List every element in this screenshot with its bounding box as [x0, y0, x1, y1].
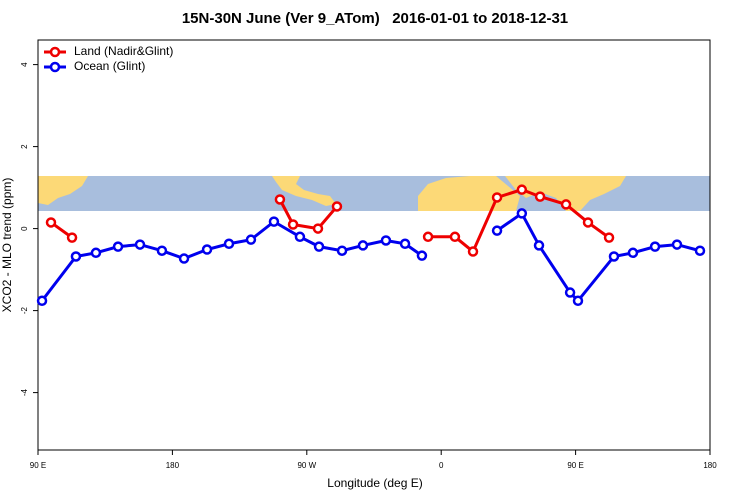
y-tick-label: 2 [20, 144, 29, 149]
y-tick-label: 4 [20, 62, 29, 67]
data-point [422, 231, 434, 243]
plot-box [37, 39, 711, 451]
data-point [560, 199, 572, 210]
data-point [336, 245, 348, 256]
data-point [516, 208, 528, 219]
x-tick-label: 90 E [567, 461, 583, 470]
y-tick-label: 0 [20, 226, 29, 231]
data-point [491, 225, 503, 236]
series-line [40, 211, 701, 304]
data-point [287, 219, 299, 230]
y-tick-label: -4 [20, 388, 29, 396]
data-point [66, 232, 78, 243]
data-point [312, 223, 324, 234]
data-point [274, 194, 286, 205]
data-point [294, 231, 306, 243]
data-point [223, 238, 235, 250]
data-point [45, 217, 57, 228]
legend-label: Ocean (Glint) [74, 59, 145, 73]
data-point [694, 245, 706, 256]
data-point [357, 240, 369, 251]
data-point [178, 253, 190, 264]
data-point [467, 246, 479, 257]
data-point [582, 217, 594, 228]
data-point [112, 241, 124, 252]
y-axis-label: XCO2 - MLO trend (ppm) [0, 178, 14, 313]
data-point [627, 247, 639, 259]
x-tick-label: 180 [703, 461, 717, 470]
data-point [268, 216, 280, 227]
chart-title: 15N-30N June (Ver 9_ATom) 2016-01-01 to … [182, 10, 568, 27]
data-point [564, 287, 576, 298]
data-point [380, 235, 392, 246]
legend-marker [49, 61, 61, 73]
x-tick-label: 90 W [297, 461, 316, 470]
data-point [134, 239, 146, 250]
data-point [399, 238, 411, 250]
map-strip [38, 176, 710, 211]
data-point [534, 191, 546, 202]
data-point [90, 247, 102, 259]
x-tick-label: 90 E [30, 461, 46, 470]
data-point [331, 201, 343, 212]
data-point [516, 184, 528, 195]
data-point [449, 231, 461, 243]
data-point [70, 251, 82, 262]
data-point [491, 192, 503, 203]
data-point [156, 245, 168, 256]
data-point [416, 250, 428, 261]
legend-marker [49, 46, 61, 58]
x-tick-label: 180 [166, 461, 180, 470]
data-point [36, 295, 48, 307]
data-point [572, 295, 584, 307]
x-axis-label: Longitude (deg E) [327, 476, 422, 490]
data-point [649, 241, 661, 252]
data-point [603, 232, 615, 243]
data-point [201, 244, 213, 255]
data-point [533, 240, 545, 251]
x-tick-label: 0 [439, 461, 444, 470]
data-point [608, 251, 620, 262]
data-point [313, 241, 325, 252]
legend-label: Land (Nadir&Glint) [74, 44, 173, 58]
data-point [671, 239, 683, 250]
y-tick-label: -2 [20, 306, 29, 314]
data-point [245, 234, 257, 245]
